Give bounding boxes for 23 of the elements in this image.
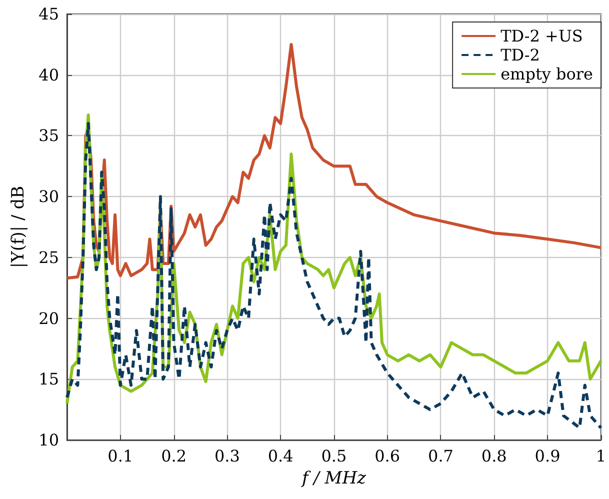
x-tick-label: 0.8 <box>481 446 507 466</box>
y-tick-label: 10 <box>38 430 59 450</box>
x-tick-label: 0.3 <box>214 446 240 466</box>
y-tick-label: 35 <box>38 126 59 146</box>
legend-label: TD-2 +US <box>500 26 583 46</box>
x-tick-label: 0.1 <box>108 446 134 466</box>
y-tick-label: 25 <box>38 248 59 267</box>
y-tick-label: 20 <box>38 308 59 328</box>
y-tick-label: 30 <box>38 187 59 206</box>
x-tick-label: 0.9 <box>534 446 560 466</box>
y-tick-label: 45 <box>38 4 59 24</box>
x-tick-label: 1 <box>596 446 606 466</box>
legend-label: TD-2 <box>500 46 540 64</box>
y-tick-label: 40 <box>38 65 59 84</box>
y-axis-title: |Y(f)| / dB <box>8 186 28 268</box>
x-tick-label: 0.7 <box>428 446 454 466</box>
x-tick-label: 0.6 <box>374 446 400 466</box>
x-axis-title: f / MHz <box>300 468 368 488</box>
y-tick-label: 15 <box>38 370 59 389</box>
x-tick-label: 0.2 <box>161 446 187 466</box>
x-tick-label: 0.5 <box>321 446 347 466</box>
x-tick-label: 0.4 <box>268 446 294 466</box>
legend-label: empty bore <box>500 64 594 84</box>
